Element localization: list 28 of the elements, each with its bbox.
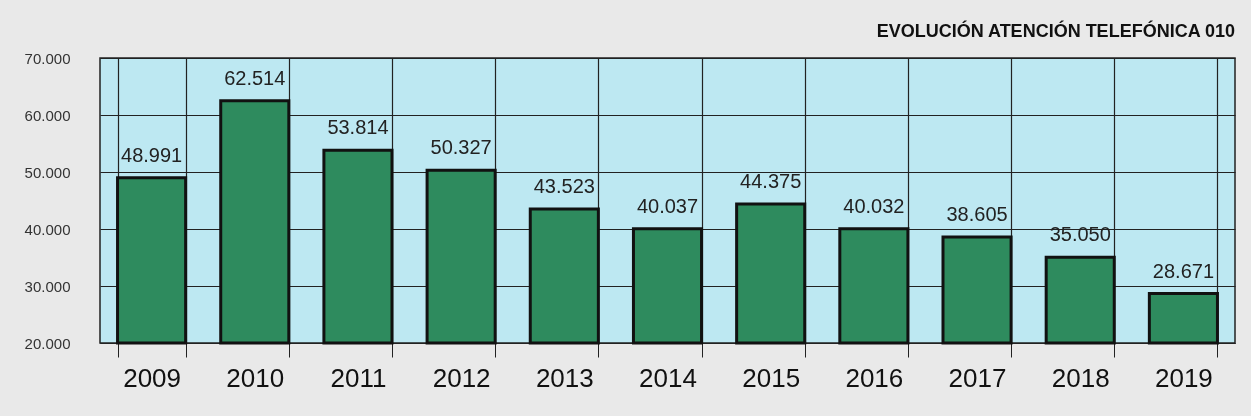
data-label: 48.991 [121,143,183,166]
data-label: 62.514 [224,66,286,89]
y-tick-label: 50.000 [24,163,71,181]
x-tick-label: 2010 [226,362,285,393]
x-tick-label: 2017 [948,362,1007,393]
data-label: 28.671 [1152,259,1214,282]
x-tick-label: 2013 [535,362,594,393]
data-label: 44.375 [740,170,802,193]
data-label: 38.605 [946,202,1008,225]
y-tick-label: 20.000 [24,334,71,352]
x-tick-label: 2012 [432,362,491,393]
data-label: 43.523 [533,174,595,197]
x-tick-label: 2009 [123,362,182,393]
x-tick-label: 2011 [330,362,387,393]
chart-title: EVOLUCIÓN ATENCIÓN TELEFÓNICA 010 [876,20,1235,41]
y-tick-label: 60.000 [24,106,71,124]
x-tick-label: 2014 [639,362,697,393]
data-label: 53.814 [327,116,389,139]
x-tick-label: 2015 [742,362,801,393]
data-label: 40.037 [636,194,699,217]
y-tick-label: 40.000 [24,220,71,238]
y-tick-label: 30.000 [24,277,71,295]
x-tick-label: 2018 [1051,362,1110,393]
data-label: 40.032 [843,194,905,217]
data-label: 50.327 [430,136,492,159]
y-tick-label: 70.000 [24,49,71,67]
x-tick-label: 2019 [1154,362,1213,393]
x-tick-label: 2016 [845,362,904,393]
